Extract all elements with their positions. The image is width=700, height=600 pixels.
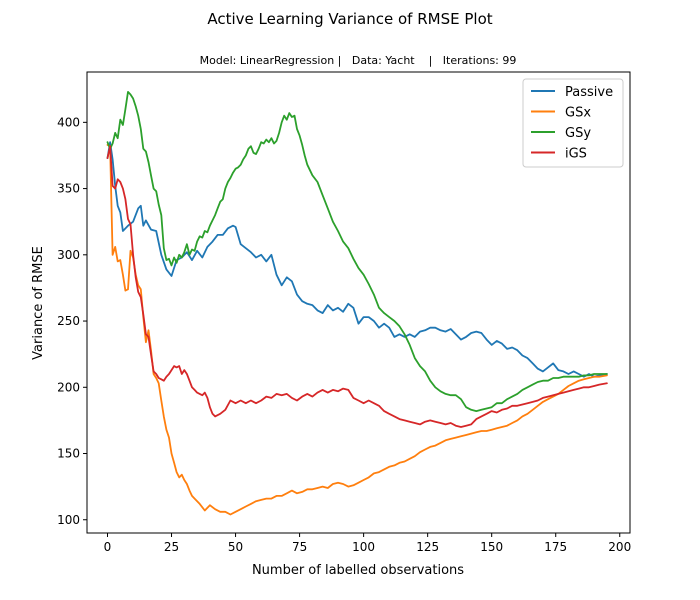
x-axis: 0 25 50 75 100 125 150 175 200 (104, 533, 631, 554)
y-axis-label: Variance of RMSE (31, 246, 46, 360)
y-tick-label: 400 (57, 115, 80, 129)
x-axis-label: Number of labelled observations (252, 563, 464, 578)
chart-subtitle: Model: LinearRegression | Data: Yacht | … (200, 54, 517, 67)
x-tick-label: 175 (544, 540, 567, 554)
legend-label-gsx: GSx (565, 106, 591, 121)
x-tick-label: 0 (104, 540, 112, 554)
y-axis: 100 150 200 250 300 350 400 (57, 115, 87, 527)
y-tick-label: 150 (57, 447, 80, 461)
legend: Passive GSx GSy iGS (522, 78, 624, 168)
y-tick-label: 100 (57, 513, 80, 527)
y-tick-label: 350 (57, 182, 80, 196)
chart-title: Active Learning Variance of RMSE Plot (207, 10, 492, 28)
x-tick-label: 125 (416, 540, 439, 554)
x-tick-label: 25 (164, 540, 179, 554)
series-line-passive (106, 141, 608, 378)
series-line-gsy (106, 91, 608, 413)
x-tick-label: 50 (228, 540, 243, 554)
series-line-gsx (106, 143, 608, 516)
x-tick-label: 75 (292, 540, 307, 554)
x-tick-label: 150 (480, 540, 503, 554)
y-tick-label: 200 (57, 380, 80, 394)
legend-box (522, 78, 624, 168)
x-tick-label: 200 (608, 540, 631, 554)
legend-label-igs: iGS (565, 147, 587, 162)
legend-label-gsy: GSy (565, 126, 591, 141)
legend-label-passive: Passive (565, 85, 613, 100)
series-line-igs (106, 145, 608, 428)
y-tick-label: 250 (57, 314, 80, 328)
y-tick-label: 300 (57, 248, 80, 262)
series-layer (106, 91, 608, 516)
x-tick-label: 100 (352, 540, 375, 554)
